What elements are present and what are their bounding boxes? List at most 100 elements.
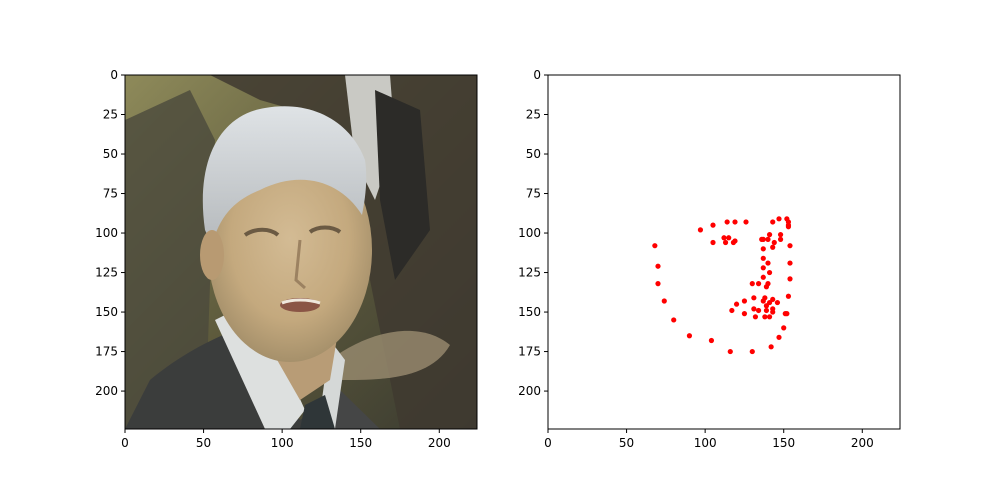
landmark-point xyxy=(733,301,740,307)
landmark-point xyxy=(770,306,776,312)
landmark-point xyxy=(762,314,768,320)
landmark-point xyxy=(781,325,787,331)
landmark-point xyxy=(655,281,661,287)
right-axes-frame xyxy=(547,74,901,430)
left-x-tick-label: 200 xyxy=(428,436,451,450)
right-y-tick-label: 25 xyxy=(526,108,541,122)
right-axes-background xyxy=(548,75,900,429)
left-x-tick-label: 100 xyxy=(271,436,294,450)
landmark-point xyxy=(762,295,768,301)
right-x-tick-label: 200 xyxy=(851,436,874,450)
landmark-point xyxy=(760,255,766,261)
landmark-point xyxy=(760,246,766,252)
landmark-point xyxy=(785,222,792,228)
landmark-point xyxy=(755,281,762,287)
left-y-tick-label: 50 xyxy=(103,147,118,161)
right-y-tick-label: 100 xyxy=(518,226,541,240)
right-y-tick-label: 0 xyxy=(533,68,541,82)
landmark-point xyxy=(766,314,773,320)
landmark-point xyxy=(726,235,732,241)
landmark-point xyxy=(708,337,715,344)
landmark-point xyxy=(749,281,755,287)
landmark-point xyxy=(776,216,782,222)
landmark-point xyxy=(710,222,716,228)
right-y-tick-label: 150 xyxy=(518,305,541,319)
landmark-point xyxy=(760,274,766,280)
landmark-point xyxy=(768,344,774,350)
left-x-tick-label: 150 xyxy=(349,436,372,450)
landmark-point xyxy=(661,298,667,304)
landmark-point xyxy=(770,244,776,250)
right-axes: 0 50 100 150 200 0 25 50 75 100 125 150 175 200 xyxy=(518,68,901,450)
left-y-tick-label: 0 xyxy=(110,68,118,82)
landmark-point xyxy=(777,232,784,238)
right-y-ticks: 0 25 50 75 100 125 150 175 200 xyxy=(518,68,548,398)
left-y-tick-label: 75 xyxy=(103,187,118,201)
landmark-point xyxy=(722,239,729,246)
landmark-point xyxy=(777,236,784,242)
landmark-point xyxy=(787,260,793,266)
right-x-tick-label: 50 xyxy=(619,436,634,450)
landmark-point xyxy=(766,232,773,238)
landmark-point xyxy=(729,307,735,314)
left-x-tick-label: 50 xyxy=(196,436,211,450)
right-x-tick-label: 100 xyxy=(694,436,717,450)
right-y-tick-label: 75 xyxy=(526,187,541,201)
landmark-point xyxy=(732,219,738,225)
landmark-point xyxy=(727,348,733,355)
landmark-point xyxy=(652,243,658,249)
landmark-point xyxy=(686,333,693,339)
landmark-point xyxy=(710,239,716,246)
face-photo xyxy=(125,75,477,429)
landmark-point xyxy=(743,219,749,225)
left-x-ticks: 0 50 100 150 200 xyxy=(121,429,451,450)
left-y-ticks: 0 25 50 75 100 125 150 175 200 xyxy=(95,68,125,398)
left-y-tick-label: 150 xyxy=(95,305,118,319)
right-y-tick-label: 50 xyxy=(526,147,541,161)
landmark-point xyxy=(782,311,788,317)
left-y-tick-label: 125 xyxy=(95,266,118,280)
landmark-point xyxy=(770,296,776,303)
landmark-point xyxy=(763,307,770,314)
right-y-tick-label: 200 xyxy=(518,384,541,398)
landmark-point xyxy=(763,303,770,309)
left-y-tick-label: 200 xyxy=(95,384,118,398)
landmark-point xyxy=(741,311,748,317)
left-axes-frame xyxy=(124,74,478,430)
left-axes: 0 50 100 150 200 0 25 50 75 100 125 150 175 200 xyxy=(95,68,478,450)
landmark-point xyxy=(759,236,765,242)
landmark-point xyxy=(766,269,773,276)
landmark-point xyxy=(655,263,661,269)
right-x-tick-label: 150 xyxy=(772,436,795,450)
landmark-point xyxy=(751,306,757,312)
landmark-point xyxy=(766,299,773,306)
landmark-point xyxy=(765,260,771,266)
landmark-point xyxy=(721,235,727,241)
left-y-tick-label: 100 xyxy=(95,226,118,240)
landmark-point xyxy=(785,293,792,299)
left-y-tick-label: 175 xyxy=(95,345,118,359)
landmark-point xyxy=(724,219,730,225)
landmark-points xyxy=(652,216,793,355)
landmark-point xyxy=(671,317,677,323)
landmark-point xyxy=(770,219,776,225)
landmark-point xyxy=(752,314,759,320)
right-x-ticks: 0 50 100 150 200 xyxy=(544,429,874,450)
landmark-point xyxy=(697,227,704,233)
landmark-point xyxy=(741,298,748,304)
landmark-point xyxy=(760,265,766,271)
right-x-tick-label: 0 xyxy=(544,436,552,450)
landmark-point xyxy=(732,238,738,244)
landmark-point xyxy=(776,334,782,340)
left-y-tick-label: 25 xyxy=(103,108,118,122)
landmark-point xyxy=(751,295,757,301)
landmark-point xyxy=(755,307,762,314)
right-y-tick-label: 125 xyxy=(518,266,541,280)
right-y-tick-label: 175 xyxy=(518,345,541,359)
landmark-point xyxy=(774,299,781,306)
landmark-point xyxy=(763,284,770,290)
left-x-tick-label: 0 xyxy=(121,436,129,450)
landmark-point xyxy=(787,243,793,249)
landmark-point xyxy=(787,276,793,282)
